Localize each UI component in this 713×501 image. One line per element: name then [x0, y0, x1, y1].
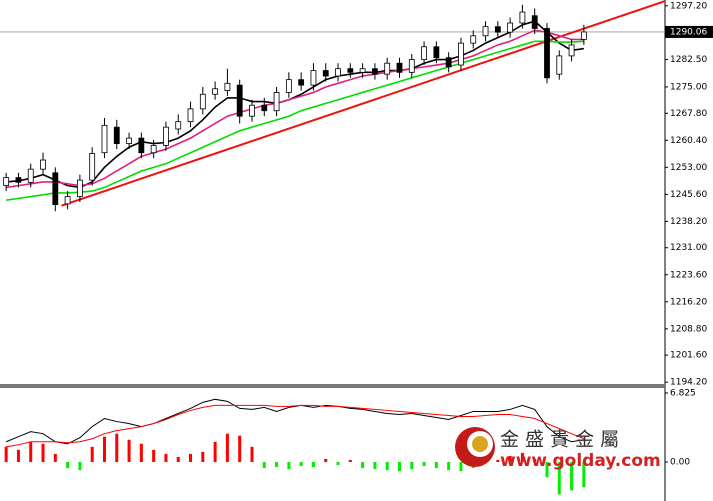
y-tick-label: 1282.50: [670, 55, 707, 65]
candle-body: [335, 68, 341, 77]
candle-body: [27, 168, 34, 183]
candle-body: [187, 108, 194, 123]
candle-body: [64, 196, 71, 205]
candle-body: [15, 177, 22, 183]
y-tick-label: 6.825: [670, 389, 696, 399]
candle-body: [163, 126, 169, 146]
candle-body: [40, 159, 46, 170]
candle-body: [556, 55, 563, 75]
moving-average: [6, 40, 584, 202]
y-tick-label: 1223.60: [670, 270, 707, 280]
candle-body: [150, 145, 157, 154]
candle-body: [482, 26, 489, 37]
y-tick-label: 1201.60: [670, 351, 707, 361]
y-tick-label: 1297.20: [670, 1, 707, 11]
candle-body: [3, 177, 10, 187]
candle-body: [433, 46, 440, 59]
candle-body: [261, 104, 268, 112]
candle-body: [507, 22, 514, 33]
candle-body: [568, 44, 575, 57]
y-tick-label: 1267.80: [670, 109, 707, 119]
candle-body: [347, 68, 354, 73]
last-price-box: [665, 25, 713, 38]
watermark-brand: 金 盛 貴 金 屬: [500, 429, 619, 451]
indicator-line: [5, 398, 584, 445]
trendline: [61, 0, 666, 207]
candle-body: [384, 62, 391, 75]
candle-body: [445, 57, 452, 68]
candle-body: [531, 15, 538, 29]
candle-body: [359, 68, 366, 73]
candle-body: [76, 179, 83, 197]
candle-body: [322, 70, 329, 77]
candle-body: [89, 153, 96, 181]
candle-body: [372, 68, 378, 75]
y-tick-label: 1245.60: [670, 190, 707, 200]
candle-body: [138, 137, 145, 154]
candle-body: [519, 11, 526, 24]
candle-body: [310, 70, 317, 86]
y-tick-label: 1253.00: [670, 163, 707, 173]
candle-body: [285, 79, 292, 93]
candle-body: [470, 35, 477, 44]
candle-body: [396, 62, 403, 73]
candle-body: [101, 124, 108, 154]
candle-body: [224, 82, 231, 92]
candle-body: [458, 42, 464, 66]
candle-body: [494, 26, 501, 33]
watermark: 金 盛 貴 金 屬 www.golday.com: [455, 427, 661, 471]
candle-body: [199, 93, 206, 110]
logo-core: [472, 436, 488, 452]
indicator-line: [6, 404, 585, 448]
candle-body: [273, 92, 280, 112]
y-tick-label: 0.00: [670, 457, 690, 467]
candle-body: [212, 88, 219, 95]
y-tick-label: 1275.00: [670, 82, 707, 92]
candle-body: [175, 121, 182, 130]
y-tick-label: 1260.40: [670, 136, 707, 146]
candle-body: [421, 46, 427, 60]
y-tick-label: 1208.80: [670, 324, 707, 334]
panel-separator: [0, 384, 665, 388]
candle-body: [52, 172, 59, 206]
y-tick-label: 1194.20: [670, 378, 707, 388]
moving-average: [6, 20, 584, 189]
y-tick-label: 1231.00: [670, 243, 707, 253]
y-tick-label: 1216.20: [670, 297, 707, 307]
candle-body: [113, 126, 120, 144]
last-price-label: 1290.06: [670, 27, 707, 37]
candle-body: [408, 59, 415, 73]
watermark-url: www.golday.com: [500, 451, 661, 471]
candle-body: [580, 31, 587, 40]
y-tick-label: 1238.20: [670, 217, 707, 227]
candle-body: [544, 28, 550, 79]
candle-body: [126, 137, 132, 144]
candle-body: [249, 104, 255, 117]
moving-average: [6, 29, 584, 189]
candle-body: [298, 79, 305, 86]
candle-body: [236, 84, 243, 117]
